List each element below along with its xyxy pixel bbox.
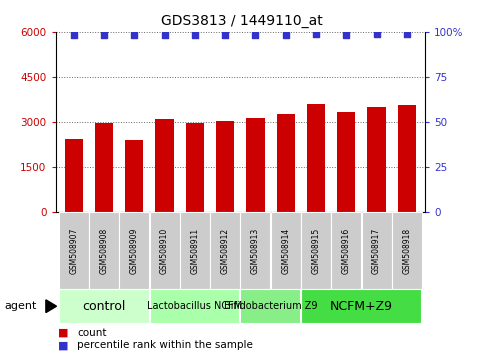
Bar — [301, 212, 331, 289]
Bar — [362, 212, 392, 289]
Text: Lactobacillus NCFM: Lactobacillus NCFM — [147, 301, 242, 311]
Bar — [301, 289, 421, 323]
Bar — [59, 289, 149, 323]
Point — [191, 33, 199, 38]
Bar — [331, 212, 361, 289]
Bar — [119, 212, 149, 289]
Text: GSM508916: GSM508916 — [342, 227, 351, 274]
Bar — [150, 289, 240, 323]
Point — [100, 33, 108, 38]
Point — [282, 33, 290, 38]
Text: GSM508907: GSM508907 — [69, 227, 78, 274]
Text: GSM508909: GSM508909 — [130, 227, 139, 274]
Text: GSM508908: GSM508908 — [99, 227, 109, 274]
Bar — [95, 123, 113, 212]
Bar — [180, 212, 210, 289]
Bar — [271, 212, 301, 289]
Polygon shape — [46, 300, 57, 313]
Text: count: count — [77, 328, 107, 338]
Text: GSM508912: GSM508912 — [221, 227, 229, 274]
Bar — [307, 104, 325, 212]
Text: ■: ■ — [58, 340, 69, 350]
Point — [373, 31, 381, 36]
Bar — [156, 119, 174, 212]
Text: GSM508915: GSM508915 — [312, 227, 321, 274]
Point — [161, 33, 169, 38]
Point — [70, 33, 78, 38]
Bar — [89, 212, 119, 289]
Bar — [392, 212, 422, 289]
Point — [312, 31, 320, 36]
Text: GSM508918: GSM508918 — [402, 227, 412, 274]
Bar — [59, 212, 89, 289]
Text: percentile rank within the sample: percentile rank within the sample — [77, 340, 253, 350]
Text: GSM508917: GSM508917 — [372, 227, 381, 274]
Text: GSM508911: GSM508911 — [190, 227, 199, 274]
Point — [221, 33, 229, 38]
Bar — [398, 105, 416, 212]
Bar — [186, 123, 204, 212]
Bar — [210, 212, 240, 289]
Bar — [150, 212, 180, 289]
Bar — [246, 118, 265, 212]
Text: control: control — [82, 300, 126, 313]
Text: GSM508910: GSM508910 — [160, 227, 169, 274]
Bar — [337, 112, 355, 212]
Text: agent: agent — [5, 301, 37, 311]
Point — [130, 33, 138, 38]
Text: ■: ■ — [58, 328, 69, 338]
Text: GSM508914: GSM508914 — [281, 227, 290, 274]
Bar — [125, 139, 143, 212]
Bar — [241, 289, 300, 323]
Point — [252, 33, 259, 38]
Text: NCFM+Z9: NCFM+Z9 — [330, 300, 393, 313]
Bar — [65, 139, 83, 212]
Text: GDS3813 / 1449110_at: GDS3813 / 1449110_at — [161, 14, 322, 28]
Text: Bifidobacterium Z9: Bifidobacterium Z9 — [224, 301, 317, 311]
Point — [403, 31, 411, 36]
Bar — [368, 107, 385, 212]
Bar — [216, 121, 234, 212]
Bar — [277, 114, 295, 212]
Point — [342, 33, 350, 38]
Bar — [241, 212, 270, 289]
Text: GSM508913: GSM508913 — [251, 227, 260, 274]
